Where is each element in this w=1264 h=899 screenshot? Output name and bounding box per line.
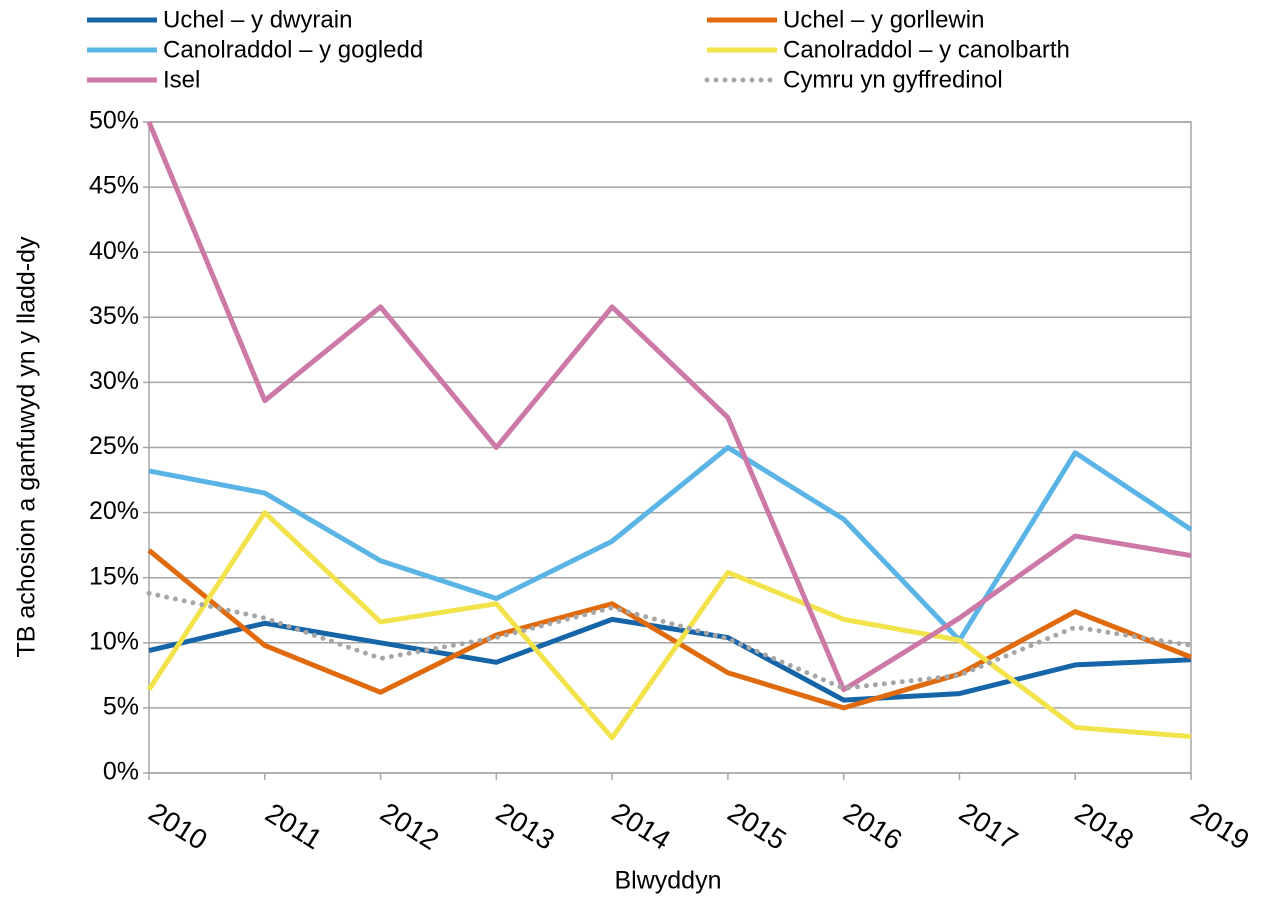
y-tick-label: 35% (89, 302, 139, 330)
x-tick-label: 2018 (1070, 797, 1139, 856)
series-line (146, 590, 1194, 691)
series-line (146, 510, 1192, 741)
x-tick-label: 2012 (375, 797, 444, 856)
x-tick-label: 2016 (838, 797, 907, 856)
legend-label: Isel (163, 66, 200, 93)
y-tick-label: 5% (103, 693, 139, 721)
series-line (148, 445, 1193, 643)
y-tick-label: 50% (89, 107, 139, 135)
legend-label: Uchel – y gorllewin (783, 6, 984, 33)
x-tick-label: 2014 (607, 797, 676, 856)
series-line (148, 616, 1192, 703)
y-tick-label: 20% (89, 497, 139, 525)
x-tick-label: 2017 (954, 797, 1023, 856)
y-tick-label: 0% (103, 758, 139, 786)
x-tick-label: 2013 (491, 797, 560, 856)
x-tick-label: 2019 (1185, 797, 1254, 856)
x-tick-label: 2015 (722, 797, 791, 856)
y-tick-label: 25% (89, 432, 139, 460)
legend-label: Canolraddol – y canolbarth (783, 36, 1070, 63)
series-line (147, 548, 1192, 711)
y-tick-label: 30% (89, 367, 139, 395)
x-axis-title: Blwyddyn (615, 867, 722, 895)
y-tick-label: 40% (89, 237, 139, 265)
x-tick-label: 2011 (260, 797, 327, 855)
series-line (146, 121, 1192, 693)
y-tick-label: 15% (89, 562, 139, 590)
y-tick-label: 45% (89, 172, 139, 200)
legend-label: Uchel – y dwyrain (163, 6, 352, 33)
x-tick-label: 2010 (143, 797, 212, 856)
y-tick-label: 10% (89, 627, 139, 655)
legend-label: Cymru yn gyffredinol (783, 66, 1003, 93)
legend-label: Canolraddol – y gogledd (163, 36, 423, 63)
y-axis-title: TB achosion a ganfuwyd yn y lladd-dy (13, 236, 41, 658)
